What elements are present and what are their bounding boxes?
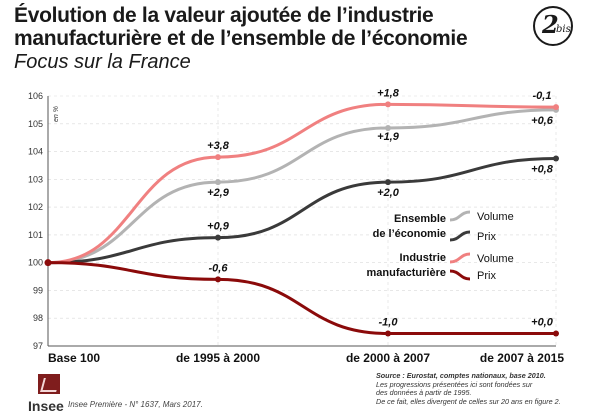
data-label-ind_prix: -1,0 [379, 317, 399, 329]
data-point-ind_prix [215, 276, 221, 283]
legend-group-1-line-1: Ensemble [394, 213, 446, 225]
data-label-eco_volume: +2,9 [207, 187, 230, 199]
data-label-ind_volume: +3,8 [207, 140, 230, 152]
source-line: Source : Eurostat, comptes nationaux, ba… [376, 371, 546, 380]
series-line-eco_volume [47, 108, 557, 265]
series-line-eco_prix [47, 157, 557, 265]
data-point-ind_volume [215, 154, 221, 161]
legend-swatch-eco-prix [449, 230, 471, 242]
legend-label-eco-volume: Volume [477, 211, 514, 223]
data-label-eco_prix: +0,9 [207, 221, 230, 233]
legend-group-1-line-2: de l’économie [373, 228, 446, 240]
x-category-label: Base 100 [48, 351, 100, 365]
data-label-ind_prix: +0,0 [531, 317, 554, 329]
data-label-eco_prix: +0,8 [531, 164, 554, 176]
note-line-1: Les progressions présentées ici sont fon… [376, 379, 533, 389]
data-point-ind_volume [385, 101, 391, 108]
y-tick-label: 106 [28, 91, 43, 101]
x-category-label: de 2007 à 2015 [480, 351, 564, 365]
footer: Insee Insee Première - N° 1637, Mars 201… [14, 371, 576, 416]
data-label-ind_prix: -0,6 [209, 262, 229, 274]
data-point-eco_prix [553, 155, 559, 162]
y-tick-label: 103 [28, 174, 43, 184]
legend-group-2-line-1: Industrie [400, 252, 446, 264]
data-point-ind_prix [553, 330, 559, 337]
y-tick-label: 105 [28, 119, 43, 129]
y-unit-label: en % [53, 106, 60, 122]
insee-logo-icon [38, 374, 60, 394]
insee-logo-text: Insee [28, 398, 64, 414]
y-tick-label: 101 [28, 230, 43, 240]
legend-swatch-ind-volume [449, 252, 471, 264]
note-line-2: des données à partir de 1995. [376, 388, 472, 398]
title-block: Évolution de la valeur ajoutée de l’indu… [14, 4, 514, 74]
legend-label-ind-volume: Volume [477, 253, 514, 265]
note-line-3: De ce fait, elles divergent de celles su… [376, 396, 561, 406]
chart-title-line-1: Évolution de la valeur ajoutée de l’indu… [14, 4, 434, 27]
data-label-eco_volume: +0,6 [531, 115, 554, 127]
data-point-eco_prix [215, 234, 221, 241]
x-category-label: de 2000 à 2007 [346, 351, 430, 365]
x-category-label: de 1995 à 2000 [176, 351, 260, 365]
y-tick-label: 99 [33, 285, 43, 295]
badge-number: 2 [542, 10, 559, 39]
legend-swatch-ind-prix [449, 269, 471, 281]
y-tick-label: 104 [28, 147, 43, 157]
data-label-eco_volume: +1,9 [377, 131, 400, 143]
legend-group-2-line-2: manufacturière [367, 267, 446, 279]
series-line-ind_prix [47, 261, 556, 336]
chart-title-line-2: manufacturière et de l’ensemble de l’éco… [14, 27, 468, 50]
data-point-ind_prix [385, 330, 391, 337]
data-label-ind_volume: -0,1 [533, 90, 552, 102]
legend-swatch-eco-volume [449, 210, 471, 222]
data-point-eco_volume [385, 124, 391, 131]
data-point-ind_volume [553, 104, 559, 111]
source-note: Source : Eurostat, comptes nationaux, ba… [376, 371, 576, 406]
y-tick-label: 98 [33, 313, 43, 323]
publication-reference: Insee Première - N° 1637, Mars 2017. [68, 400, 203, 409]
base-point [44, 259, 52, 267]
data-label-eco_prix: +2,0 [377, 187, 400, 199]
y-tick-label: 97 [33, 341, 43, 351]
data-label-ind_volume: +1,8 [377, 87, 400, 99]
legend-label-eco-prix: Prix [477, 231, 496, 243]
series-line-ind_volume [47, 102, 557, 265]
chart-subtitle: Focus sur la France [14, 51, 191, 73]
legend-label-ind-prix: Prix [477, 270, 496, 282]
badge-suffix: bis [556, 24, 571, 35]
y-tick-label: 102 [28, 202, 43, 212]
figure-number-badge: 2 bis [533, 6, 573, 46]
data-point-eco_prix [385, 179, 391, 186]
data-point-eco_volume [215, 179, 221, 186]
y-tick-label: 100 [28, 258, 43, 268]
